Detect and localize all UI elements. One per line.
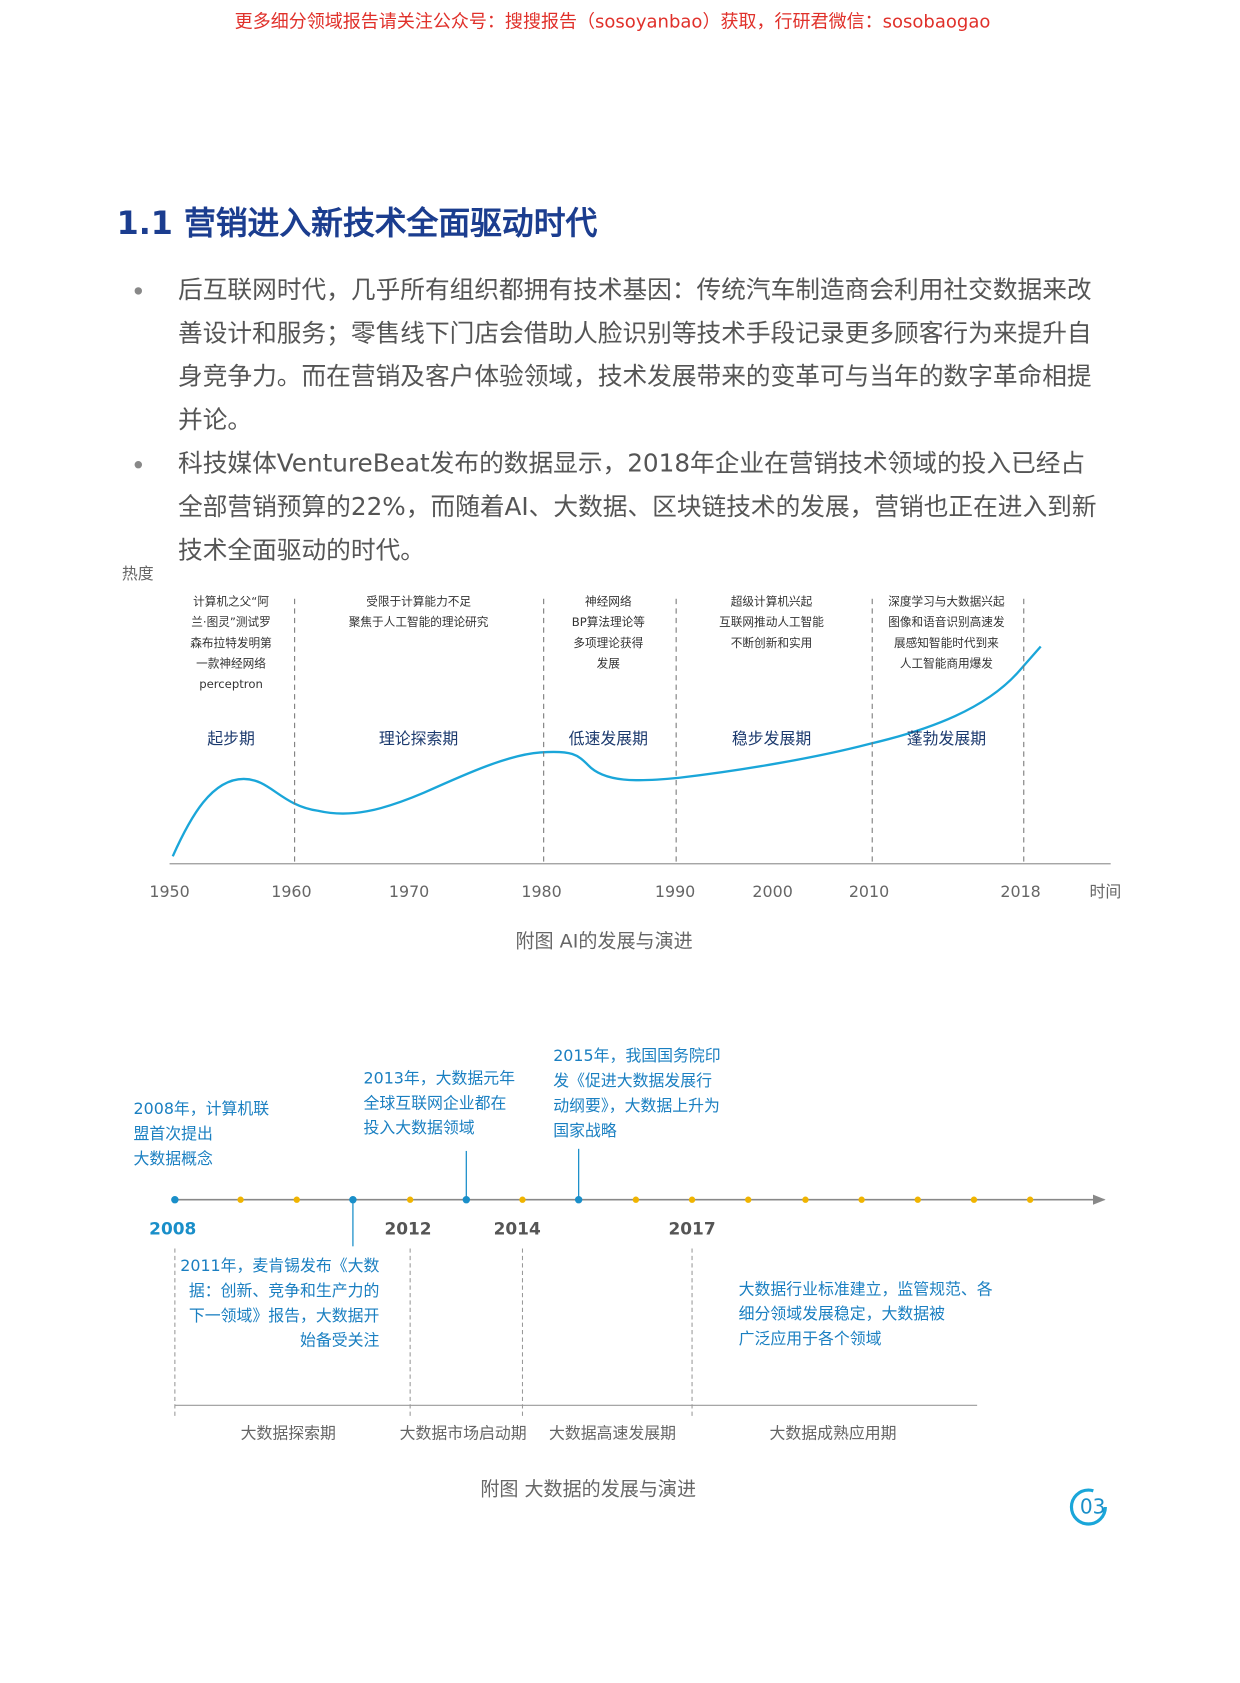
timeline-dot (519, 1196, 526, 1203)
period-note: 兰·图灵”测试罗 (191, 615, 271, 629)
period-note: 不断创新和实用 (731, 636, 812, 650)
year-label: 2000 (752, 882, 792, 901)
event-text: 细分领域发展稳定，大数据被 (739, 1304, 946, 1323)
header-notice: 更多细分领域报告请关注公众号：搜搜报告（sosoyanbao）获取，行研君微信：… (234, 11, 991, 33)
event-text: 据：创新、竞争和生产力的 (189, 1281, 380, 1300)
timeline-dot (293, 1196, 300, 1203)
phase-label: 大数据成熟应用期 (769, 1423, 896, 1442)
period-note: 森布拉特发明第 (190, 636, 272, 650)
year-label: 2017 (668, 1218, 715, 1238)
event-dot (171, 1195, 179, 1204)
year-label: 2018 (1000, 882, 1040, 901)
year-label: 1990 (655, 882, 695, 901)
timeline-dot (237, 1196, 244, 1203)
y-axis-label: 热度 (122, 564, 154, 583)
event-text: 盟首次提出 (134, 1124, 213, 1143)
year-label: 2010 (849, 882, 889, 901)
timeline-dot (406, 1196, 414, 1203)
year-label: 1980 (521, 882, 561, 901)
period-note: 展感知智能时代到来 (894, 636, 999, 650)
period-note: perceptron (199, 677, 263, 691)
timeline-dot (914, 1196, 921, 1203)
page-number: 03 (1080, 1495, 1106, 1519)
year-label: 1950 (149, 882, 189, 901)
timeline-dot (1026, 1196, 1034, 1203)
page-number-ring (1069, 1488, 1107, 1526)
event-dot (574, 1195, 583, 1204)
year-label: 2012 (384, 1218, 431, 1238)
timeline-dot (970, 1196, 978, 1203)
event-dot (462, 1195, 471, 1204)
timeline-dot (745, 1196, 752, 1203)
period-note: 超级计算机兴起 (731, 594, 813, 608)
event-text: 全球互联网企业都在 (364, 1093, 507, 1112)
event-text: 投入大数据领域 (364, 1118, 475, 1137)
period-note: 神经网络 (585, 594, 632, 608)
year-label: 2008 (149, 1218, 196, 1238)
year-label: 1970 (389, 882, 429, 901)
period-name: 理论探索期 (379, 729, 458, 748)
period-name: 低速发展期 (569, 729, 648, 748)
phase-label: 大数据探索期 (241, 1423, 336, 1442)
period-note: 发展 (597, 656, 621, 670)
period-note: 受限于计算能力不足 (366, 594, 471, 608)
event-text: 下一领域》报告，大数据开 (189, 1306, 380, 1325)
bullet-list: 后互联网时代，几乎所有组织都拥有技术基因：传统汽车制造商会利用社交数据来改善设计… (132, 268, 1107, 572)
event-text: 广泛应用于各个领域 (739, 1329, 882, 1348)
event-text: 始备受关注 (300, 1331, 380, 1350)
period-name: 蓬勃发展期 (907, 729, 986, 748)
timeline-dot (802, 1196, 809, 1203)
period-note: 计算机之父“阿 (193, 594, 269, 608)
figure-caption: 附图 AI的发展与演进 (515, 931, 692, 953)
event-text: 2011年，麦肯锡发布《大数 (180, 1256, 379, 1275)
x-axis-label: 时间 (1089, 882, 1121, 901)
phase-label: 大数据市场启动期 (400, 1423, 527, 1442)
figure-caption: 附图 大数据的发展与演进 (480, 1479, 696, 1501)
event-dot (349, 1195, 357, 1204)
period-note: 一款神经网络 (196, 656, 266, 670)
period-note: 互联网推动人工智能 (719, 615, 824, 629)
event-text: 2015年，我国国务院印 (553, 1046, 720, 1065)
event-text: 2013年，大数据元年 (364, 1068, 516, 1087)
timeline-dot (858, 1196, 865, 1203)
event-text: 动纲要》，大数据上升为 (553, 1096, 720, 1115)
year-label: 1960 (271, 882, 311, 901)
bullet: 科技媒体VentureBeat发布的数据显示，2018年企业在营销技术领域的投入… (132, 442, 1107, 572)
event-text: 国家战略 (553, 1121, 617, 1140)
timeline-dot (632, 1196, 640, 1203)
period-note: 人工智能商用爆发 (900, 656, 993, 670)
period-note: 深度学习与大数据兴起 (888, 594, 1005, 608)
period-name: 稳步发展期 (732, 729, 811, 748)
period-note: 多项理论获得 (573, 636, 643, 650)
event-text: 大数据概念 (134, 1149, 214, 1168)
period-name: 起步期 (207, 729, 255, 748)
event-text: 发《促进大数据发展行 (553, 1071, 712, 1090)
phase-label: 大数据高速发展期 (549, 1423, 676, 1442)
section-title: 1.1 营销进入新技术全面驱动时代 (116, 205, 598, 243)
ai-heat-curve (171, 645, 1042, 857)
year-label: 2014 (494, 1218, 541, 1238)
event-text: 大数据行业标准建立，监管规范、各 (739, 1279, 993, 1298)
bullet: 后互联网时代，几乎所有组织都拥有技术基因：传统汽车制造商会利用社交数据来改善设计… (132, 268, 1107, 442)
period-note: BP算法理论等 (572, 615, 646, 629)
period-note: 图像和语音识别高速发 (888, 615, 1005, 629)
event-text: 2008年，计算机联 (134, 1099, 270, 1118)
period-note: 聚焦于人工智能的理论研究 (349, 615, 489, 629)
timeline-dot (688, 1196, 696, 1203)
